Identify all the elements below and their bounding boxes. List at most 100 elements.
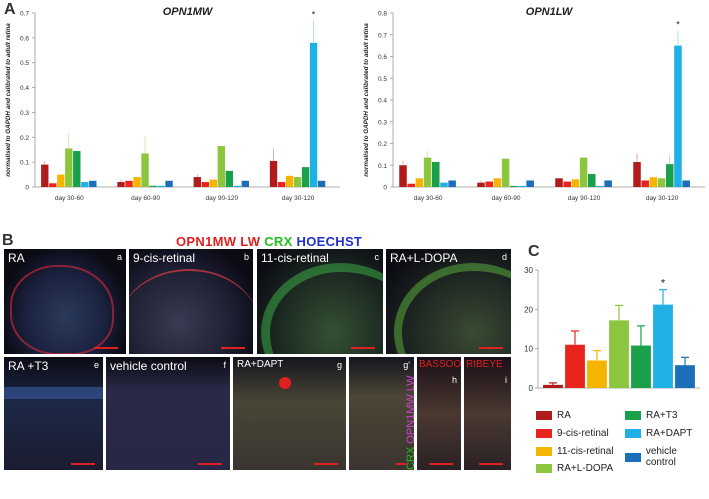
micrograph-corner-label: e [93, 360, 99, 370]
bar [596, 185, 604, 187]
stain-crx-label: CRX [264, 234, 293, 249]
bar [73, 150, 81, 187]
micrograph-corner-label: c [374, 252, 380, 262]
y-tick-label: 0.1 [20, 160, 29, 167]
significance-star: * [676, 19, 680, 29]
micrograph-ribeye: RIBEYE i [464, 357, 511, 470]
bar [57, 174, 65, 187]
y-tick-label: 0 [529, 384, 534, 393]
bar [165, 180, 173, 187]
bar [285, 175, 294, 187]
micrograph-corner-label: d [501, 252, 507, 262]
bar [563, 181, 571, 187]
bar [41, 164, 49, 187]
legend-swatch [625, 429, 641, 438]
legend-item: RA+DAPT [625, 428, 692, 439]
x-tick-label: day 60-90 [131, 195, 160, 202]
bar [157, 185, 165, 187]
micrograph-11-cis-retinal: 11-cis-retinal c [257, 249, 383, 354]
bar [217, 145, 225, 187]
chart-title: OPN1LW [526, 6, 574, 18]
chart-title: OPN1MW/LW [594, 258, 664, 259]
legend-item: RA+L-DOPA [536, 463, 613, 474]
micrograph-ra: RA a [4, 249, 126, 354]
bar [415, 178, 424, 187]
legend-item: RA+T3 [625, 410, 677, 421]
bar [241, 180, 250, 187]
vertical-stain-label: CRX OPN1MW LW [405, 375, 417, 470]
y-axis-label: normalised to GAPDH and calibrated to ad… [5, 23, 12, 177]
stain-hoechst-label: HOECHST [296, 234, 363, 249]
y-tick-label: 0.3 [20, 110, 29, 117]
bar [666, 164, 674, 187]
y-tick-label: 30 [524, 266, 533, 275]
legend-item: 9-cis-retinal [536, 428, 609, 439]
micrograph-ra-dapt-zoom: g' [349, 357, 414, 470]
bar [565, 344, 585, 388]
bar [543, 384, 563, 388]
bar [301, 167, 310, 187]
y-tick-label: 0.1 [378, 163, 387, 170]
bar [609, 320, 629, 388]
chart-title: OPN1MW [163, 6, 214, 18]
legend-label: 11-cis-retinal [557, 446, 614, 457]
scale-bar [479, 463, 503, 465]
y-tick-label: 0.2 [378, 141, 387, 148]
y-tick-label: 0.5 [378, 76, 387, 83]
panel-letter-a: A [4, 1, 16, 18]
opn1mw-lw-bar-chart: OPN1MW/LW 0 10 20 30 * [524, 258, 700, 393]
bar [293, 177, 302, 187]
significance-star: * [661, 278, 666, 290]
legend-label: RA+L-DOPA [557, 463, 614, 474]
y-tick-label: 0.7 [20, 11, 29, 18]
bar [440, 182, 448, 187]
micrograph-9-cis-retinal: 9-cis-retinal b [129, 249, 253, 354]
y-tick-label: 0.3 [378, 119, 387, 126]
panel-letter-c: C [528, 243, 540, 260]
micrograph-corner-label: g [336, 360, 342, 370]
bar [269, 160, 278, 187]
bar [674, 45, 682, 187]
bar [493, 178, 502, 187]
scale-bar [314, 463, 338, 465]
bar [209, 179, 217, 187]
bar [233, 185, 241, 187]
bar [81, 182, 89, 187]
x-tick-label: day 60-90 [492, 195, 521, 202]
bar [641, 180, 649, 187]
micrograph-corner-label: a [116, 252, 122, 262]
bar [407, 183, 415, 187]
scale-bar [71, 463, 95, 465]
stain-title: OPN1MW LW CRX HOECHST [176, 234, 362, 249]
bar [675, 365, 695, 388]
micrograph-label: 9-cis-retinal [133, 251, 196, 265]
micrograph-corner-label: g' [403, 360, 410, 370]
legend-item: vehicle control [625, 446, 709, 468]
micrograph-ra-dapt: RA+DAPT g [233, 357, 346, 470]
bar [485, 181, 493, 187]
bar [432, 161, 440, 187]
y-tick-label: 0.2 [20, 135, 29, 142]
stain-opn-label: OPN1MW LW [176, 234, 261, 249]
micrograph-label: RIBEYE [466, 359, 503, 370]
bar [653, 304, 673, 388]
scale-bar [221, 347, 245, 349]
bar [501, 158, 510, 187]
legend-item: RA [536, 410, 571, 421]
opn1mw-bar-chart: OPN1MW normalised to GAPDH and calibrated… [5, 6, 340, 202]
x-tick-label: day 30-60 [55, 195, 84, 202]
micrograph-corner-label: h [451, 375, 457, 385]
legend-swatch [536, 411, 552, 420]
bar [317, 180, 326, 187]
bar [526, 180, 534, 187]
bar [277, 182, 286, 187]
legend-label: 9-cis-retinal [557, 428, 609, 439]
legend-label: RA+T3 [646, 410, 678, 421]
y-tick-label: 10 [524, 345, 533, 354]
scale-bar [94, 347, 118, 349]
micrograph-label: vehicle control [110, 359, 187, 373]
bar [49, 183, 57, 187]
micrograph-label: RA [8, 251, 25, 265]
legend-swatch [625, 452, 641, 462]
x-tick-label: day 30-120 [646, 195, 679, 202]
